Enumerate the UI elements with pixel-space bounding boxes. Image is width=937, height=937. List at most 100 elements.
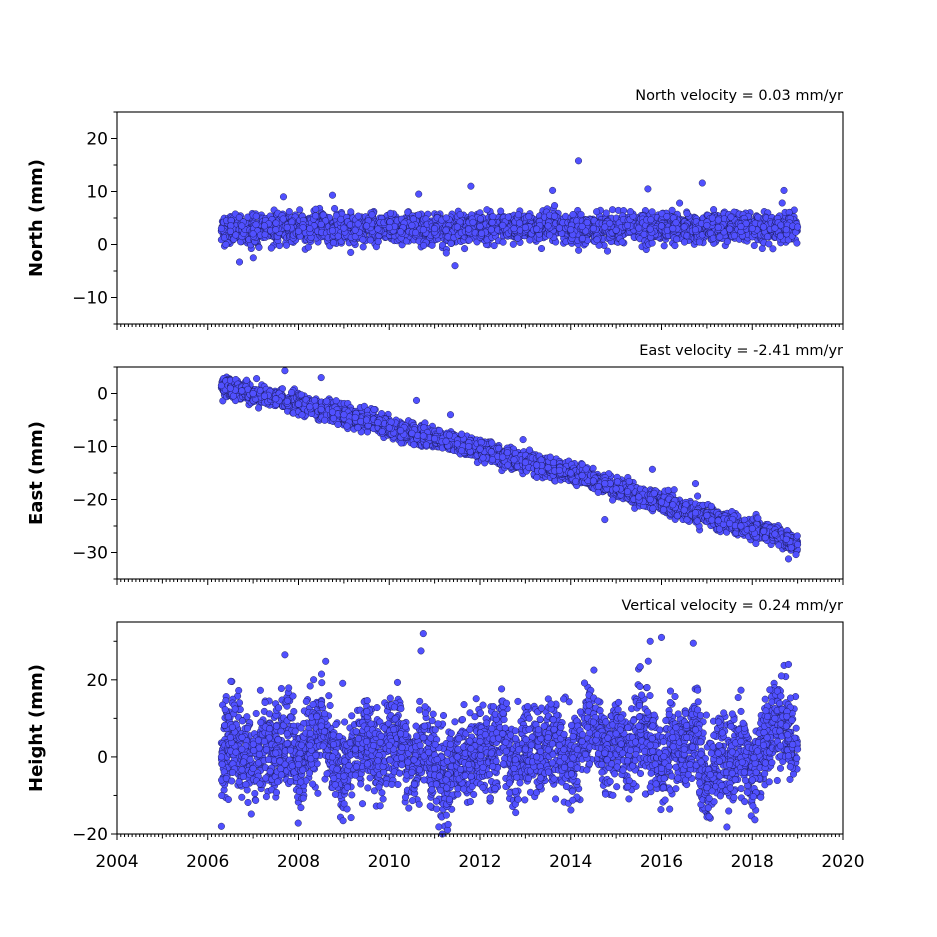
data-point — [235, 213, 243, 222]
data-point — [283, 223, 291, 232]
data-point — [272, 226, 280, 234]
data-point — [748, 225, 756, 233]
data-point — [347, 248, 355, 256]
data-point — [415, 190, 423, 198]
data-point — [771, 224, 779, 232]
data-point — [226, 227, 234, 235]
data-point — [525, 213, 533, 221]
data-point — [347, 208, 355, 216]
data-point — [255, 404, 263, 412]
data-point — [703, 221, 711, 229]
data-point — [282, 241, 291, 249]
data-point — [648, 208, 656, 216]
data-point — [469, 218, 477, 226]
data-point — [601, 223, 609, 231]
data-point — [754, 213, 762, 221]
data-point — [671, 242, 679, 250]
data-point — [499, 238, 507, 246]
data-point — [447, 239, 455, 247]
data-point — [578, 234, 587, 243]
data-point — [777, 221, 785, 229]
y-tick-label: 20 — [86, 130, 108, 150]
data-point — [420, 241, 428, 250]
data-point — [328, 191, 337, 199]
data-point — [217, 225, 225, 233]
y-tick-label: −10 — [72, 289, 108, 309]
data-point — [673, 235, 681, 243]
data-point — [794, 223, 802, 231]
data-point — [618, 238, 626, 246]
data-point — [537, 244, 546, 253]
data-point — [329, 239, 338, 247]
data-point — [672, 219, 680, 227]
data-point — [267, 244, 275, 252]
data-point — [478, 229, 486, 237]
data-point — [726, 225, 734, 233]
data-point — [635, 224, 643, 232]
data-point — [334, 232, 342, 240]
data-point — [657, 222, 666, 230]
data-point — [359, 243, 367, 251]
data-point — [255, 243, 263, 251]
data-point — [603, 247, 612, 255]
data-point — [249, 254, 257, 262]
y-axis-label: East (mm) — [26, 421, 47, 525]
data-point — [698, 179, 706, 187]
data-point — [374, 238, 382, 246]
data-point — [343, 422, 351, 430]
data-point — [385, 223, 393, 232]
data-point — [737, 222, 745, 231]
data-point — [235, 258, 244, 266]
data-point — [298, 411, 306, 419]
data-point — [714, 216, 722, 224]
data-point — [285, 208, 293, 216]
data-point — [253, 375, 261, 383]
data-point — [680, 223, 688, 231]
data-point — [249, 230, 257, 238]
data-point — [765, 240, 773, 248]
data-point — [287, 388, 296, 397]
data-point — [387, 418, 395, 426]
data-point — [521, 223, 529, 232]
data-point — [504, 213, 512, 221]
data-point — [680, 238, 689, 246]
data-point — [778, 199, 786, 207]
data-point — [509, 240, 517, 248]
data-point — [489, 212, 497, 221]
data-point — [776, 232, 784, 240]
data-point — [793, 239, 801, 247]
data-point — [374, 225, 382, 233]
data-point — [612, 226, 620, 234]
data-point — [593, 208, 601, 216]
data-point — [260, 222, 269, 230]
data-point — [272, 219, 280, 227]
data-point — [623, 221, 632, 229]
data-point — [332, 397, 340, 405]
data-point — [453, 223, 461, 231]
data-point — [640, 230, 648, 238]
data-point — [626, 208, 634, 216]
data-point — [370, 405, 378, 414]
data-point — [646, 225, 654, 233]
data-point — [456, 211, 464, 219]
data-point — [331, 204, 339, 213]
data-point — [465, 236, 473, 244]
data-point — [515, 219, 524, 227]
data-point — [323, 397, 331, 405]
data-point — [279, 193, 288, 201]
data-point — [780, 186, 788, 194]
data-point — [551, 212, 559, 220]
data-point — [567, 226, 575, 234]
data-point — [760, 223, 768, 231]
data-point — [431, 225, 439, 233]
data-point — [750, 241, 758, 250]
data-point — [648, 239, 656, 247]
data-point — [340, 224, 348, 232]
data-point — [691, 226, 700, 234]
data-point — [442, 249, 450, 257]
data-point — [476, 215, 484, 223]
data-point — [359, 236, 367, 244]
data-point — [782, 226, 790, 234]
